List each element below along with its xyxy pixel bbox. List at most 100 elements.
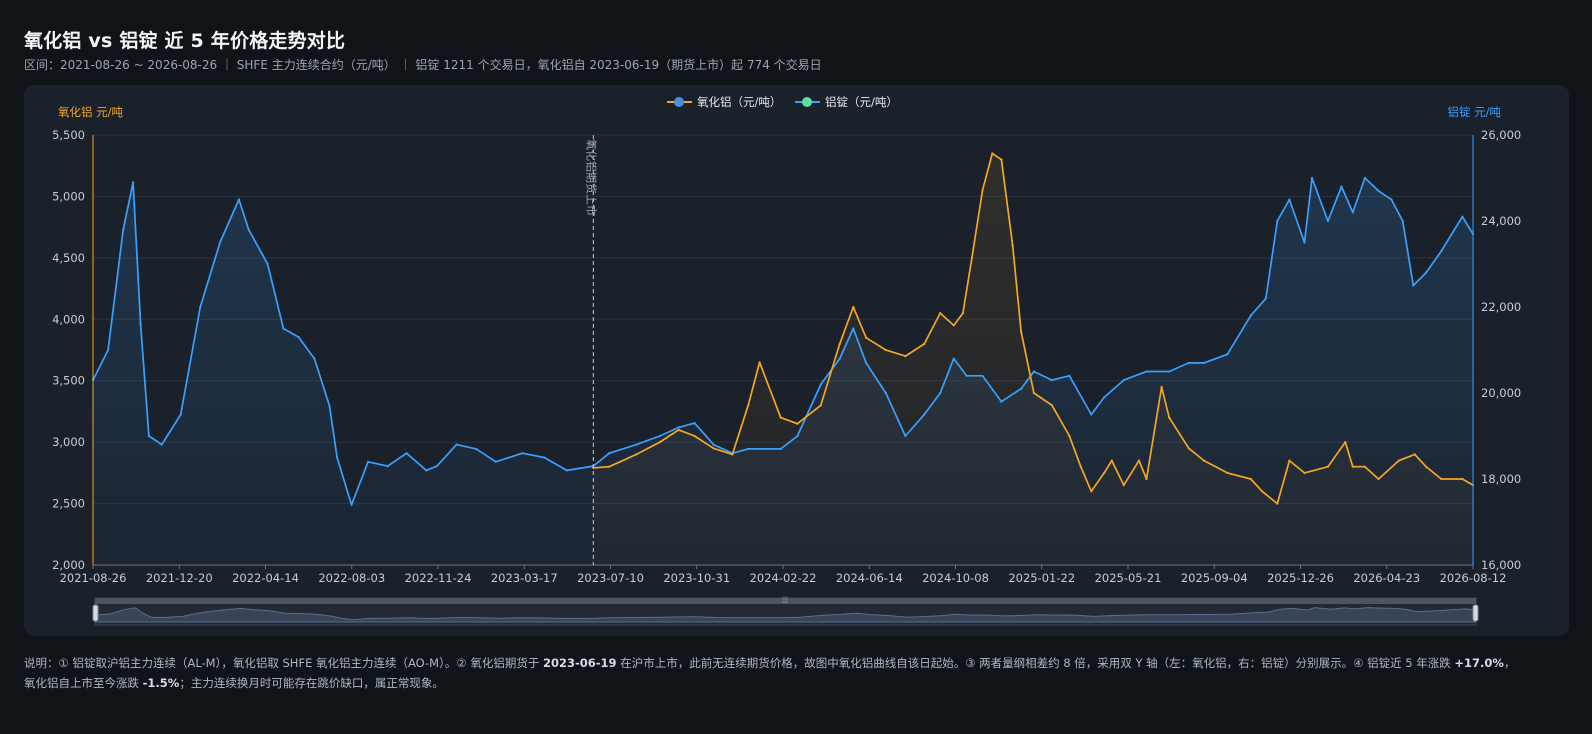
aluminum-point: [1249, 314, 1252, 317]
slider-handle-left[interactable]: [92, 604, 99, 622]
slider-grip-icon[interactable]: ⦙⦙⦙: [782, 596, 788, 606]
data-zoom-slider[interactable]: ⦙⦙⦙: [92, 596, 1479, 626]
slider-top-bar[interactable]: [95, 598, 1476, 604]
aluminum-point: [179, 413, 182, 416]
legend-label-alumina: 氧化铝（元/吨）: [697, 95, 781, 109]
aluminum-point: [1377, 189, 1380, 192]
chart-panel: 2,000 2,500 3,000 3,500 4,000 4,500 5,000 5,500…: [24, 85, 1569, 636]
aluminum-point: [132, 181, 135, 184]
x-tick-label: 2022-11-24: [405, 571, 472, 585]
alumina-point: [1351, 465, 1354, 468]
alumina-point: [884, 348, 887, 352]
aluminum-point: [1020, 387, 1023, 390]
alumina-point: [838, 342, 841, 345]
legend-label-aluminum: 铝锭（元/吨）: [825, 95, 898, 109]
aluminum-point: [1000, 400, 1003, 403]
aluminum-point: [521, 452, 524, 455]
aluminum-point: [1202, 361, 1206, 364]
aluminum-point: [923, 413, 926, 416]
slider-handle-right[interactable]: [1472, 604, 1479, 622]
aluminum-point: [1412, 284, 1415, 287]
x-tick-label: 2022-08-03: [318, 571, 385, 585]
aluminum-point: [1363, 176, 1366, 180]
x-tick-label: 2022-04-14: [232, 571, 299, 585]
aluminum-point: [1032, 370, 1035, 373]
aluminum-point: [939, 391, 942, 395]
aluminum-point: [1425, 271, 1428, 274]
aluminum-point: [1276, 219, 1279, 223]
alumina-point: [1011, 244, 1014, 247]
aluminum-point: [386, 465, 389, 468]
alumina-point: [1122, 484, 1125, 487]
aluminum-point: [350, 503, 353, 506]
x-tick-label: 2021-12-20: [146, 571, 213, 585]
dual-axis-line-chart: 2,000 2,500 3,000 3,500 4,000 4,500 5,000 5,500…: [52, 95, 1521, 626]
aluminum-point: [1351, 211, 1354, 214]
x-tick-label: 2025-01-22: [1008, 571, 1075, 585]
aluminum-point: [658, 434, 661, 438]
chart-notes: 说明：① 铝锭取沪铝主力连续（AL-M），氧化铝取 SHFE 氧化铝主力连续（A…: [24, 656, 1516, 690]
aluminum-point: [282, 327, 285, 330]
aluminum-point: [435, 465, 438, 468]
alumina-point: [1276, 502, 1279, 505]
aluminum-point: [107, 348, 110, 352]
alumina-area: [593, 153, 1473, 565]
x-tick-label: 2024-02-22: [750, 571, 817, 585]
left-axis-title: 氧化铝 元/吨: [58, 105, 124, 119]
alumina-point: [1079, 465, 1082, 468]
alumina-point: [731, 453, 734, 456]
aluminum-point: [218, 241, 222, 244]
aluminum-point: [1050, 379, 1054, 382]
alumina-point: [852, 305, 855, 309]
aluminum-point: [635, 443, 638, 446]
aluminum-point: [247, 228, 250, 231]
aluminum-point: [693, 422, 696, 425]
aluminum-point: [1303, 241, 1306, 244]
legend-dot-aluminum: [802, 97, 812, 107]
aluminum-point: [543, 456, 546, 459]
aluminum-point: [1187, 361, 1190, 364]
aluminum-point: [852, 327, 855, 330]
aluminum-area: [93, 178, 1473, 565]
alumina-point: [1187, 447, 1190, 450]
alumina-point: [865, 336, 868, 339]
alumina-change: -1.5%: [142, 676, 180, 690]
alumina-point: [991, 152, 994, 155]
alumina-point: [904, 355, 907, 358]
aluminum-point: [884, 391, 887, 395]
aluminum-point: [266, 262, 269, 266]
aluminum-point: [1090, 413, 1093, 416]
aluminum-point: [1226, 353, 1229, 356]
legend-dot-alumina: [674, 97, 684, 107]
left-y-tick-label: 2,500: [52, 497, 85, 511]
alumina-point: [1145, 477, 1148, 481]
legend-item-alumina[interactable]: 氧化铝（元/吨）: [667, 95, 781, 109]
x-tick-label: 2021-08-26: [60, 571, 127, 585]
alumina-point: [1288, 459, 1291, 462]
alumina-point: [1103, 471, 1106, 474]
aluminum-point: [965, 374, 968, 377]
alumina-point: [758, 361, 761, 364]
alumina-point: [1261, 490, 1264, 493]
aluminum-point: [425, 469, 428, 472]
x-tick-label: 2025-12-26: [1267, 571, 1334, 585]
legend-item-aluminum[interactable]: 铝锭（元/吨）: [795, 95, 898, 109]
right-y-tick-label: 24,000: [1481, 214, 1521, 228]
alumina-point: [1090, 490, 1093, 493]
alumina-point: [693, 434, 696, 438]
aluminum-point: [1264, 297, 1267, 300]
alumina-point: [981, 189, 984, 192]
alumina-point: [1110, 459, 1113, 462]
series-areas: [93, 153, 1473, 565]
aluminum-point: [405, 452, 408, 455]
aluminum-point: [747, 447, 750, 450]
alumina-point: [608, 465, 611, 468]
aluminum-point: [1145, 370, 1148, 373]
page-subtitle: 区间：2021-08-26 ~ 2026-08-26 ｜ SHFE 主力连续合约…: [24, 58, 822, 72]
listing-date: 2023-06-19: [542, 656, 617, 670]
alumina-point: [952, 324, 955, 327]
alumina-point: [677, 428, 680, 431]
alumina-point: [1326, 465, 1329, 468]
aluminum-point: [819, 383, 822, 386]
aluminum-point: [336, 456, 339, 459]
